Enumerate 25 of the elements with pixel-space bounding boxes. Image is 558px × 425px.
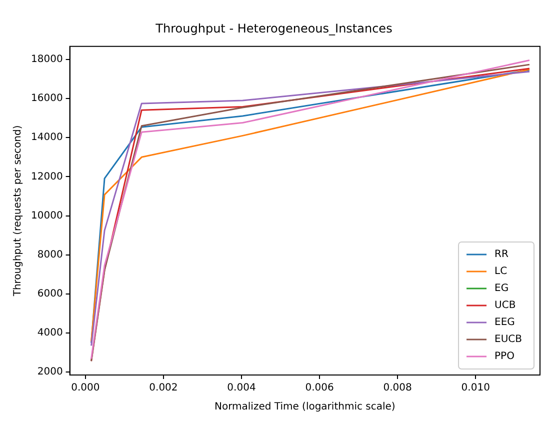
legend-label: EG	[494, 283, 509, 294]
chart-title: Throughput - Heterogeneous_Instances	[154, 21, 392, 36]
y-tick-label: 6000	[37, 288, 63, 300]
x-axis-title: Normalized Time (logarithmic scale)	[214, 402, 396, 413]
x-tick-label: 0.002	[149, 382, 178, 394]
legend-label: EEG	[494, 317, 515, 328]
x-tick-label: 0.008	[383, 382, 412, 394]
y-tick-label: 14000	[31, 132, 63, 144]
y-axis-title: Throughput (requests per second)	[12, 125, 24, 298]
legend-label: LC	[494, 266, 508, 278]
y-tick-label: 12000	[31, 171, 63, 182]
legend-label: EUCB	[494, 334, 522, 346]
y-tick-label: 16000	[31, 93, 63, 104]
x-tick-label: 0.006	[305, 382, 334, 394]
legend-label: PPO	[494, 351, 515, 362]
x-tick-label: 0.004	[227, 382, 256, 394]
legend-label: RR	[494, 249, 508, 260]
x-tick-label: 0.010	[461, 382, 490, 394]
legend-label: UCB	[494, 300, 516, 312]
y-tick-label: 2000	[37, 366, 63, 378]
x-tick-label: 0.000	[71, 382, 100, 394]
y-tick-label: 4000	[37, 328, 63, 339]
y-tick-label: 18000	[31, 54, 63, 66]
y-tick-label: 8000	[37, 249, 63, 260]
y-tick-label: 10000	[31, 210, 63, 222]
